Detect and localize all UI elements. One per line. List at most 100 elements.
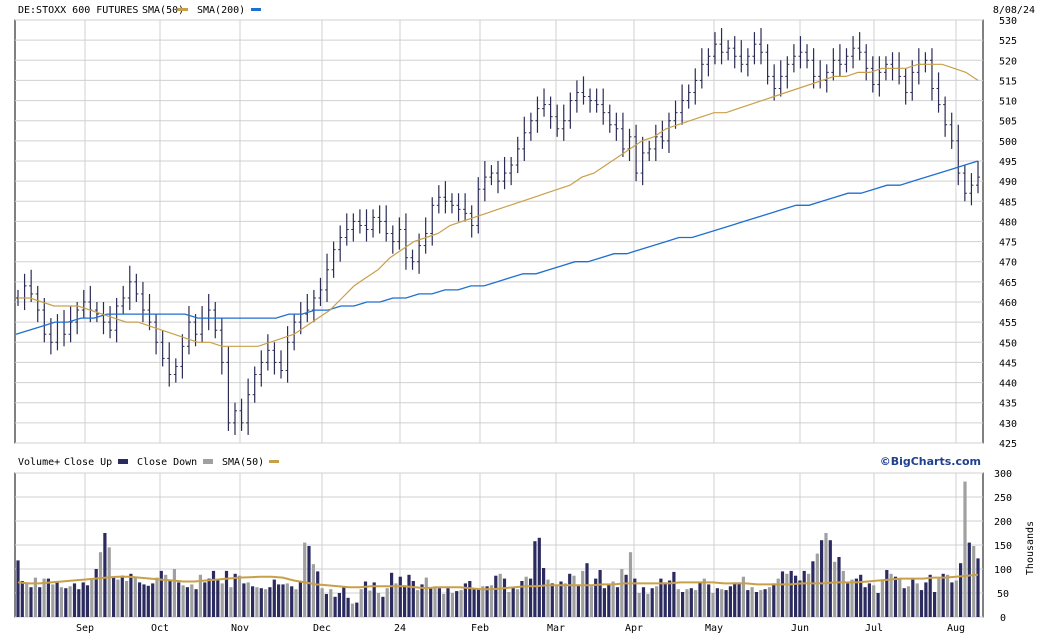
price-bar: [607, 104, 612, 133]
volume-bar: [880, 580, 884, 617]
x-axis: Sep Oct Nov Dec 24 Feb Mar Apr May Jun Jul Aug: [76, 623, 965, 634]
volume-bar: [950, 582, 954, 617]
price-bar: [620, 112, 625, 157]
volume-bar: [376, 593, 381, 617]
price-bar: [436, 185, 441, 214]
volume-bar: [363, 581, 368, 617]
volume-bar: [42, 578, 46, 617]
volume-bar: [854, 578, 858, 617]
price-bar: [68, 306, 73, 343]
volume-bar: [715, 588, 719, 617]
volume-y-tick: 150: [994, 541, 1012, 552]
volume-bar: [59, 587, 63, 617]
volume-bar: [350, 603, 355, 617]
price-bar: [864, 44, 869, 81]
volume-bar: [689, 588, 693, 617]
price-bar: [732, 36, 737, 69]
price-y-tick: 485: [999, 197, 1017, 208]
volume-bar: [946, 574, 950, 617]
volume-bar: [94, 569, 98, 617]
volume-bar: [64, 588, 68, 617]
price-bar: [851, 36, 856, 69]
volume-bar: [264, 589, 268, 617]
volume-bar: [620, 569, 624, 617]
price-bar: [81, 289, 86, 319]
volume-bar: [85, 585, 90, 617]
volume-bar: [285, 583, 289, 617]
volume-bar: [585, 563, 589, 617]
price-bar: [805, 44, 810, 69]
price-bar: [857, 32, 862, 61]
volume-bar: [919, 590, 924, 617]
volume-bar: [498, 573, 502, 617]
price-bar: [509, 156, 514, 186]
volume-bar: [329, 589, 333, 617]
price-bar: [186, 306, 191, 355]
price-bar: [877, 56, 882, 97]
volume-bar: [833, 561, 837, 617]
price-bar: [279, 350, 284, 379]
volume-bar: [216, 579, 220, 617]
volume-bar: [246, 582, 250, 617]
sma50-line: [18, 63, 979, 347]
volume-bar: [663, 582, 667, 617]
price-bar: [29, 269, 34, 302]
volume-bar: [850, 579, 854, 617]
volume-bar: [416, 590, 420, 617]
volume-bar: [933, 592, 937, 617]
volume-bar: [272, 579, 276, 617]
price-bar: [798, 36, 803, 69]
x-tick-label: Jul: [865, 623, 883, 634]
price-bar: [410, 249, 415, 270]
volume-bar: [129, 573, 133, 617]
volume-bar: [459, 590, 463, 617]
x-tick-label: Jun: [791, 623, 809, 634]
price-bar: [949, 112, 954, 149]
volume-bar: [555, 585, 559, 617]
price-bar: [601, 88, 606, 125]
price-y-tick: 460: [999, 298, 1017, 309]
volume-bar: [976, 558, 980, 617]
price-y-tick: 480: [999, 217, 1017, 228]
price-bar: [969, 173, 974, 206]
volume-bar: [55, 582, 59, 617]
volume-bar: [277, 584, 281, 617]
price-y-tick: 520: [999, 56, 1017, 67]
price-y-tick: 435: [999, 399, 1017, 410]
volume-bar: [911, 579, 915, 617]
volume-bar: [346, 597, 350, 617]
volume-bar: [537, 537, 541, 617]
volume-bar: [694, 590, 698, 617]
volume-bar: [754, 592, 759, 617]
volume-bar: [242, 583, 246, 617]
volume-bar: [398, 576, 402, 617]
volume-bar: [550, 583, 554, 617]
volume-bar: [798, 580, 802, 617]
price-bar: [213, 302, 218, 339]
price-y-tick: 430: [999, 419, 1017, 430]
volume-bar: [125, 581, 129, 617]
volume-bar: [615, 587, 620, 617]
close-down-swatch: [203, 459, 213, 464]
chart-date: 8/08/24: [993, 5, 1035, 16]
volume-bar: [394, 583, 398, 617]
volume-bar: [390, 572, 394, 617]
volume-bar: [437, 588, 441, 617]
volume-bar: [77, 589, 81, 617]
volume-bar: [502, 578, 507, 617]
price-bar: [331, 241, 336, 278]
volume-bar: [372, 582, 376, 617]
volume-bar: [963, 481, 967, 617]
volume-bar: [937, 578, 941, 617]
sma50-legend-swatch: [178, 8, 188, 11]
volume-bar: [676, 589, 680, 617]
x-tick-label: May: [705, 623, 723, 634]
price-bar: [285, 326, 290, 383]
volume-bar: [294, 589, 298, 617]
price-y-tick: 475: [999, 238, 1017, 249]
x-tick-label: Oct: [151, 623, 169, 634]
volume-bar: [611, 581, 615, 617]
volume-bar: [311, 564, 315, 617]
price-bar: [903, 68, 908, 105]
price-bar: [351, 213, 356, 242]
